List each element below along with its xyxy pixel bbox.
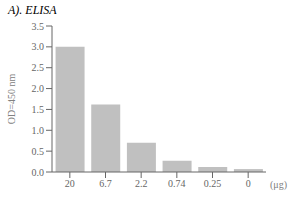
svg-text:2.2: 2.2 (135, 178, 148, 189)
svg-text:0.0: 0.0 (32, 167, 45, 178)
svg-text:(μg): (μg) (270, 179, 287, 191)
svg-text:2.0: 2.0 (32, 83, 45, 94)
svg-text:3.0: 3.0 (32, 41, 45, 52)
html-text:A). ELISA: A). ELISA (8, 3, 57, 17)
svg-text:0.25: 0.25 (204, 178, 222, 189)
svg-text:1.0: 1.0 (32, 125, 45, 136)
svg-text:1.5: 1.5 (32, 104, 45, 115)
svg-text:0: 0 (246, 178, 251, 189)
svg-text:0.74: 0.74 (168, 178, 186, 189)
svg-text:6.7: 6.7 (99, 178, 112, 189)
svg-text:2.5: 2.5 (32, 62, 45, 73)
svg-text:3.5: 3.5 (32, 21, 45, 32)
svg-text:0.5: 0.5 (32, 146, 45, 157)
svg-text:OD=450 nm: OD=450 nm (8, 74, 17, 125)
svg-text:20: 20 (65, 178, 75, 189)
